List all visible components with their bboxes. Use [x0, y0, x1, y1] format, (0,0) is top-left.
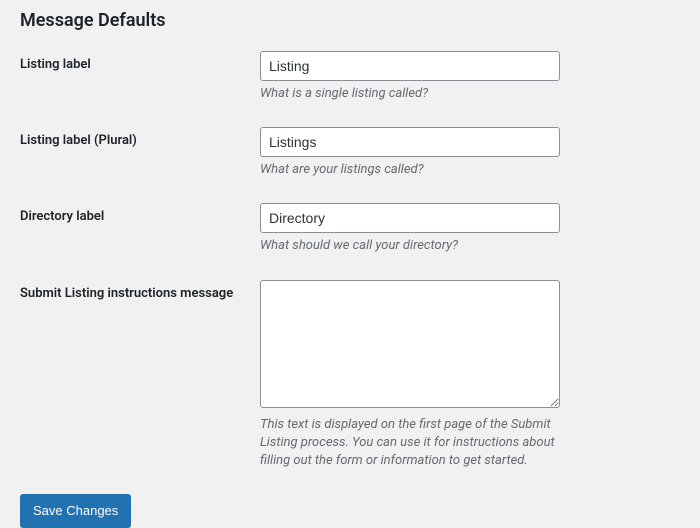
directory-label-label: Directory label — [20, 203, 260, 224]
listing-label-label: Listing label — [20, 51, 260, 72]
directory-label-description: What should we call your directory? — [260, 237, 570, 255]
listing-label-field: What is a single listing called? — [260, 51, 680, 103]
directory-label-field: What should we call your directory? — [260, 203, 680, 255]
listing-label-plural-input[interactable] — [260, 127, 560, 157]
form-row-submit-instructions: Submit Listing instructions message This… — [20, 280, 680, 471]
listing-label-plural-description: What are your listings called? — [260, 161, 570, 179]
submit-area: Save Changes — [20, 494, 680, 528]
submit-instructions-description: This text is displayed on the first page… — [260, 416, 570, 471]
submit-instructions-textarea[interactable] — [260, 280, 560, 408]
form-row-listing-label-plural: Listing label (Plural) What are your lis… — [20, 127, 680, 179]
directory-label-input[interactable] — [260, 203, 560, 233]
submit-instructions-label: Submit Listing instructions message — [20, 280, 260, 301]
save-button[interactable]: Save Changes — [20, 494, 131, 528]
section-title: Message Defaults — [20, 10, 680, 31]
listing-label-input[interactable] — [260, 51, 560, 81]
listing-label-plural-label: Listing label (Plural) — [20, 127, 260, 148]
form-row-directory-label: Directory label What should we call your… — [20, 203, 680, 255]
listing-label-plural-field: What are your listings called? — [260, 127, 680, 179]
form-row-listing-label: Listing label What is a single listing c… — [20, 51, 680, 103]
form-table: Listing label What is a single listing c… — [20, 51, 680, 470]
submit-instructions-field: This text is displayed on the first page… — [260, 280, 680, 471]
listing-label-description: What is a single listing called? — [260, 85, 570, 103]
